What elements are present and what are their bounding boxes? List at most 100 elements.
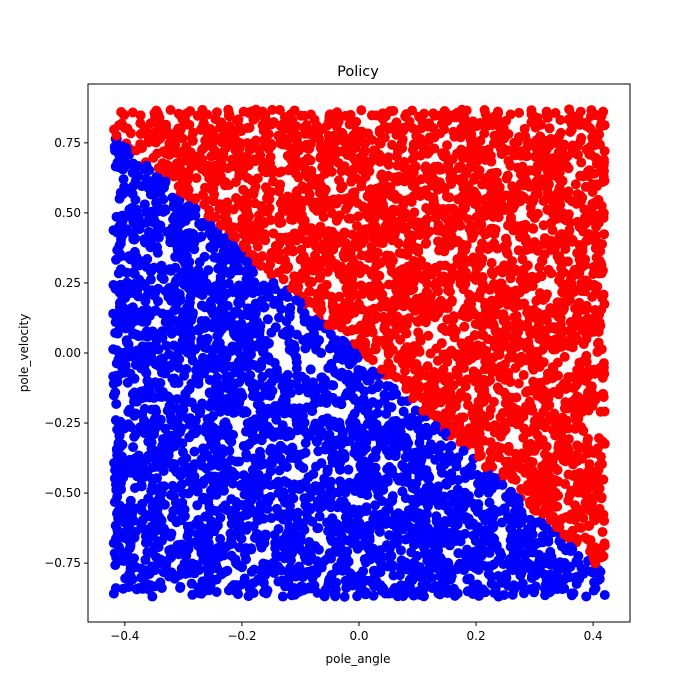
blue-point	[225, 528, 236, 539]
blue-point	[210, 392, 221, 403]
blue-point	[211, 489, 222, 500]
blue-point	[170, 436, 181, 447]
red-point	[564, 225, 575, 236]
blue-point	[179, 504, 190, 515]
blue-point	[505, 487, 516, 498]
red-point	[395, 334, 406, 345]
blue-point	[211, 401, 222, 412]
blue-point	[115, 251, 126, 262]
blue-point	[291, 379, 302, 390]
blue-point	[463, 513, 474, 524]
blue-point	[279, 533, 290, 544]
red-point	[535, 270, 546, 281]
red-point	[515, 194, 526, 205]
red-point	[598, 391, 609, 402]
blue-point	[267, 448, 278, 459]
red-point	[194, 150, 205, 161]
red-point	[310, 131, 321, 142]
red-point	[460, 381, 471, 392]
red-point	[570, 500, 581, 511]
red-point	[327, 208, 338, 219]
blue-point	[342, 513, 353, 524]
red-point	[580, 181, 591, 192]
blue-point	[193, 378, 204, 389]
blue-point	[459, 528, 470, 539]
red-point	[479, 105, 490, 116]
blue-point	[189, 446, 200, 457]
red-point	[518, 370, 529, 381]
red-point	[507, 256, 518, 267]
blue-point	[274, 312, 285, 323]
blue-point	[190, 403, 201, 414]
blue-point	[291, 295, 302, 306]
red-point	[267, 104, 278, 115]
red-point	[561, 435, 572, 446]
blue-point	[505, 523, 516, 534]
blue-point	[172, 499, 183, 510]
red-point	[531, 295, 542, 306]
red-point	[532, 208, 543, 219]
red-point	[555, 114, 566, 125]
red-point	[552, 297, 563, 308]
red-point	[490, 326, 501, 337]
red-point	[210, 114, 221, 125]
red-point	[422, 263, 433, 274]
red-point	[135, 129, 146, 140]
blue-point	[139, 403, 150, 414]
blue-point	[403, 451, 414, 462]
blue-point	[201, 343, 212, 354]
blue-point	[372, 382, 383, 393]
blue-point	[178, 488, 189, 499]
red-point	[249, 198, 260, 209]
red-point	[268, 117, 279, 128]
blue-point	[473, 487, 484, 498]
blue-point	[490, 587, 501, 598]
blue-point	[426, 572, 437, 583]
red-point	[407, 144, 418, 155]
red-point	[469, 330, 480, 341]
red-point	[381, 326, 392, 337]
blue-point	[462, 544, 473, 555]
blue-point	[320, 444, 331, 455]
chart-title: Policy	[337, 64, 379, 80]
red-point	[501, 173, 512, 184]
red-point	[479, 374, 490, 385]
blue-point	[184, 228, 195, 239]
blue-point	[155, 188, 166, 199]
red-point	[362, 163, 373, 174]
blue-point	[314, 320, 325, 331]
blue-point	[324, 575, 335, 586]
red-point	[599, 406, 610, 417]
red-point	[507, 181, 518, 192]
red-point	[302, 238, 313, 249]
blue-point	[412, 415, 423, 426]
blue-point	[308, 422, 319, 433]
blue-point	[374, 526, 385, 537]
red-point	[495, 362, 506, 373]
blue-point	[473, 583, 484, 594]
red-point	[358, 147, 369, 158]
blue-point	[179, 320, 190, 331]
blue-point	[209, 526, 220, 537]
red-point	[332, 107, 343, 118]
red-point	[482, 120, 493, 131]
red-point	[274, 183, 285, 194]
blue-point	[161, 340, 172, 351]
red-point	[546, 513, 557, 524]
red-point	[486, 258, 497, 269]
blue-point	[125, 368, 136, 379]
red-point	[283, 165, 294, 176]
red-point	[334, 291, 345, 302]
red-point	[127, 107, 138, 118]
blue-point	[398, 406, 409, 417]
red-point	[492, 336, 503, 347]
red-point	[387, 303, 398, 314]
blue-point	[197, 494, 208, 505]
blue-point	[125, 495, 136, 506]
red-point	[360, 138, 371, 149]
blue-point	[124, 186, 135, 197]
red-point	[318, 201, 329, 212]
red-point	[528, 325, 539, 336]
blue-point	[432, 485, 443, 496]
